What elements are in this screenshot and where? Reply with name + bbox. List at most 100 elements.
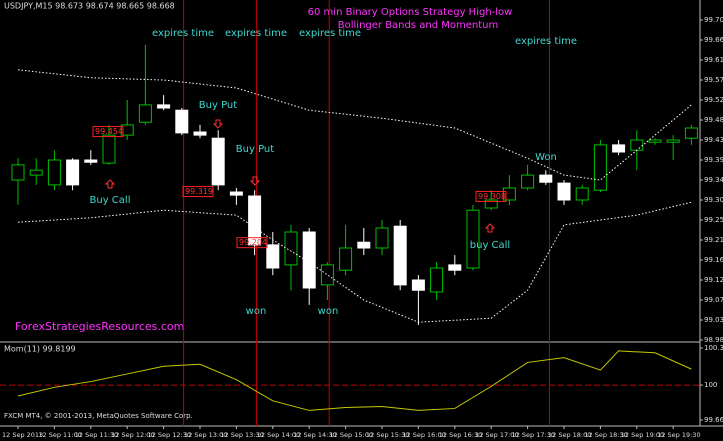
annotation: won — [246, 306, 267, 317]
indicator-label: Mom(11) 99.8199 — [4, 345, 76, 354]
candle-body — [448, 264, 462, 271]
candle-body — [575, 187, 589, 201]
price-label: 99.454 — [95, 127, 123, 136]
annotation: won — [318, 306, 339, 317]
y-tick-label: 99.660 — [704, 36, 723, 44]
y-tick-label: 99.345 — [704, 176, 723, 184]
y-tick-label: 99.615 — [704, 56, 723, 64]
candle-body — [229, 191, 243, 196]
candle-body — [466, 209, 480, 269]
watermark: ForexStrategiesResources.com — [15, 320, 184, 333]
annotation: expires time — [152, 28, 214, 39]
bollinger-band — [17, 69, 692, 181]
y-tick-label: 100 — [704, 381, 717, 389]
x-tick-label: 12 Sep 18:00 — [548, 431, 591, 439]
x-tick-label: 12 Sep 12:30 — [148, 431, 191, 439]
x-tick-label: 12 Sep 12:00 — [111, 431, 154, 439]
bollinger-band — [17, 201, 692, 323]
candle-body — [138, 104, 152, 123]
annotation: expires time — [515, 36, 577, 47]
candle-body — [339, 247, 353, 271]
candle-body — [284, 231, 298, 266]
candle-body — [120, 124, 134, 136]
title: 60 min Binary Options Strategy High-low — [308, 7, 513, 18]
y-tick-label: 100.3549 — [704, 344, 723, 352]
annotation: Buy Call — [90, 195, 131, 206]
x-tick-label: 12 Sep 13:00 — [184, 431, 227, 439]
candle-body — [484, 199, 498, 209]
candle-body — [357, 241, 371, 249]
annotation: expires time — [225, 28, 287, 39]
y-tick-label: 99.525 — [704, 96, 723, 104]
candle-body — [302, 231, 316, 289]
candle-body — [612, 144, 626, 153]
candle-body — [102, 134, 116, 164]
y-tick-label: 99.6665 — [704, 416, 723, 424]
y-tick-label: 99.570 — [704, 76, 723, 84]
annotation: Won — [535, 152, 557, 163]
candle-body — [430, 267, 444, 293]
x-tick-label: 12 Sep 13:30 — [220, 431, 263, 439]
y-tick-label: 99.210 — [704, 236, 723, 244]
candle-body — [175, 109, 189, 134]
title: Bollinger Bands and Momentum — [338, 20, 498, 31]
price-label: 99.308 — [478, 192, 506, 201]
price-label-box — [92, 126, 124, 138]
x-tick-label: 12 Sep 19:00 — [621, 431, 664, 439]
signal-arrow — [104, 179, 116, 189]
candle-body — [29, 169, 43, 176]
x-tick-label: 12 Sep 15:30 — [366, 431, 409, 439]
y-tick-label: 99.120 — [704, 276, 723, 284]
price-label-box — [475, 190, 507, 202]
candle-body — [648, 139, 662, 143]
candle-body — [557, 182, 571, 201]
momentum-line — [17, 350, 692, 411]
x-tick-label: 12 Sep 15:00 — [330, 431, 373, 439]
candle-body — [66, 159, 80, 186]
candle-body — [193, 131, 207, 136]
y-tick-label: 99.705 — [704, 16, 723, 24]
annotation: Buy Put — [199, 100, 237, 111]
x-tick-label: 12 Sep 11:00 — [38, 431, 81, 439]
candle-body — [393, 225, 407, 286]
x-tick-label: 12 Sep 14:30 — [293, 431, 336, 439]
candle-body — [157, 104, 171, 109]
x-tick-label: 12 Sep 18:30 — [584, 431, 627, 439]
price-label: 99.204 — [239, 238, 267, 247]
x-tick-label: 12 Sep 11:30 — [75, 431, 118, 439]
price-label-box — [182, 186, 214, 198]
signal-arrow — [249, 176, 261, 186]
candle-body — [521, 174, 535, 189]
candle-body — [320, 264, 334, 286]
signal-arrow — [484, 223, 496, 233]
candle-body — [539, 174, 553, 183]
x-tick-label: 12 Sep 16:00 — [402, 431, 445, 439]
candle-body — [630, 139, 644, 151]
candle-body — [684, 127, 698, 139]
y-tick-label: 98.985 — [704, 336, 723, 344]
y-tick-label: 99.075 — [704, 296, 723, 304]
candle-body — [411, 279, 425, 291]
y-tick-label: 99.480 — [704, 116, 723, 124]
annotation: Buy Put — [236, 144, 274, 155]
price-label: 99.319 — [185, 187, 213, 196]
y-tick-label: 99.390 — [704, 156, 723, 164]
copyright: FXCM MT4, © 2001-2013, MetaQuotes Softwa… — [4, 412, 193, 420]
candle-body — [593, 144, 607, 191]
candle-body — [84, 159, 98, 163]
candle-body — [375, 227, 389, 249]
candle-body — [266, 244, 280, 269]
x-tick-label: 12 Sep 17:00 — [475, 431, 518, 439]
annotation: buy Call — [470, 240, 510, 251]
signal-arrow — [212, 119, 224, 129]
candle-body — [248, 195, 262, 246]
x-tick-label: 12 Sep 16:30 — [439, 431, 482, 439]
candle-body — [666, 139, 680, 143]
price-label-box — [236, 237, 268, 249]
header: USDJPY,M15 98.673 98.674 98.665 98.668 — [4, 2, 175, 11]
x-tick-label: 12 Sep 17:30 — [512, 431, 555, 439]
y-tick-label: 99.435 — [704, 136, 723, 144]
y-tick-label: 99.165 — [704, 256, 723, 264]
